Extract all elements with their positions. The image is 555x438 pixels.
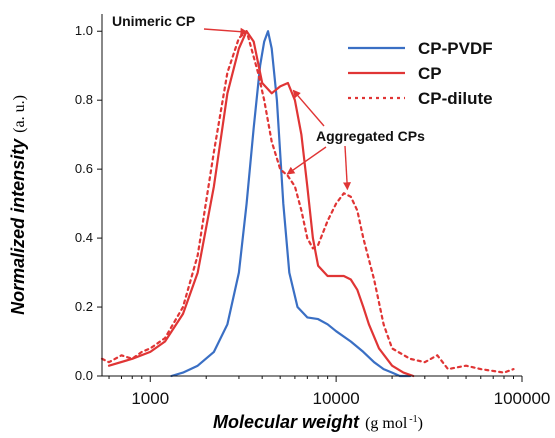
x-axis-label: Molecular weight (g mol -1)	[213, 412, 423, 432]
y-tick-label: 0.0	[75, 368, 93, 383]
x-tick-label: 1000	[131, 389, 169, 408]
annotation-unimeric: Unimeric CP	[112, 13, 195, 29]
legend-label: CP-PVDF	[418, 39, 493, 58]
y-tick-label: 0.4	[75, 230, 93, 245]
series-line-cp-dilute	[100, 30, 515, 374]
annotation-aggregated: Aggregated CPs	[316, 128, 425, 144]
y-axis-label-unit: (a. u.)	[11, 95, 28, 133]
annotation-arrow	[203, 27, 249, 36]
axes-group: 0.0 0.2 0.4 0.6 0.8 1.0 1000 10000 100000	[75, 14, 550, 408]
data-series-group	[100, 30, 515, 378]
legend: CP-PVDF CP CP-dilute	[348, 39, 493, 108]
annotations-group: Unimeric CP Aggregated CPs	[112, 13, 425, 191]
x-axis-label-unit: (g mol	[365, 415, 408, 432]
series-line-cp	[107, 30, 415, 378]
annotation-arrow	[286, 146, 327, 175]
y-axis-label: Normalized intensity (a. u.)	[8, 95, 28, 315]
y-tick-label: 0.2	[75, 299, 93, 314]
x-axis-label-unit-sup: -1	[409, 414, 417, 425]
x-axis-label-unit-close: )	[418, 415, 423, 432]
x-axis-label-text: Molecular weight	[213, 412, 360, 432]
y-axis-label-text: Normalized intensity	[8, 138, 28, 315]
legend-label: CP-dilute	[418, 89, 493, 108]
series-line-cp-pvdf	[170, 30, 412, 378]
annotation-arrow	[343, 145, 352, 191]
x-tick-label: 10000	[312, 389, 359, 408]
y-tick-label: 1.0	[75, 23, 93, 38]
x-tick-label: 100000	[494, 389, 551, 408]
legend-label: CP	[418, 64, 442, 83]
y-tick-label: 0.8	[75, 92, 93, 107]
y-tick-label: 0.6	[75, 161, 93, 176]
annotation-arrow	[292, 89, 325, 127]
